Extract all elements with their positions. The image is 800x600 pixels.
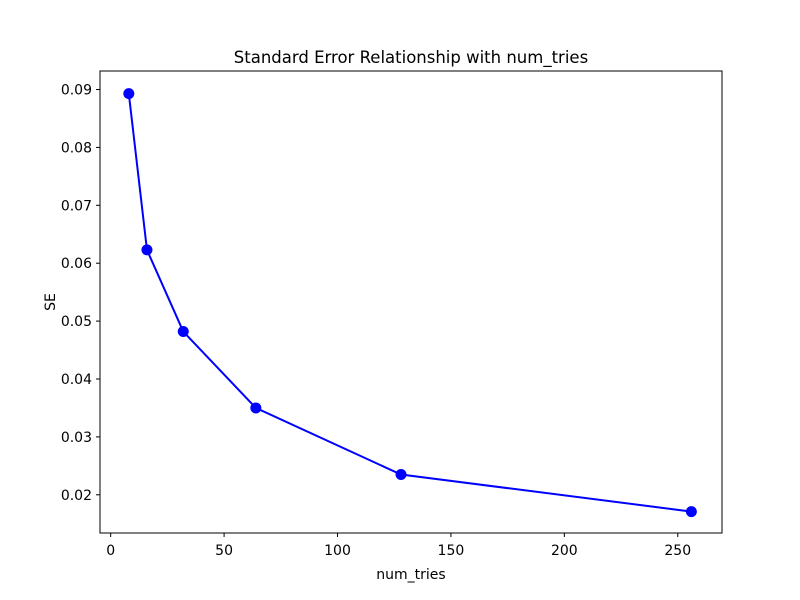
data-point	[141, 244, 153, 256]
y-tick-label: 0.06	[61, 256, 92, 272]
data-point	[395, 469, 407, 481]
x-tick-label: 50	[215, 543, 233, 559]
chart-title: Standard Error Relationship with num_tri…	[234, 48, 588, 68]
data-point	[685, 506, 697, 518]
x-tick-label: 100	[324, 543, 351, 559]
y-tick-label: 0.09	[61, 83, 92, 99]
se-line	[127, 93, 692, 513]
data-point	[177, 326, 189, 338]
x-tick-label: 150	[438, 543, 465, 559]
y-tick-label: 0.03	[61, 430, 92, 446]
x-tick-label: 0	[106, 543, 115, 559]
plot-area	[99, 70, 723, 534]
y-tick-label: 0.02	[61, 488, 92, 504]
y-tick-label: 0.08	[61, 140, 92, 156]
y-tick-label: 0.05	[61, 314, 92, 330]
data-point	[123, 88, 135, 100]
x-tick-label: 200	[551, 543, 578, 559]
data-point	[250, 402, 262, 414]
y-tick-label: 0.04	[61, 372, 92, 388]
y-tick-label: 0.07	[61, 198, 92, 214]
x-tick-label: 250	[664, 543, 691, 559]
plot-group: 0 50 100 150 200 250 0.02 0.03 0.04 0.05 0.06 0.07 0…	[61, 70, 723, 559]
y-axis-label: SE	[43, 293, 59, 311]
x-axis-label: num_tries	[376, 567, 445, 583]
